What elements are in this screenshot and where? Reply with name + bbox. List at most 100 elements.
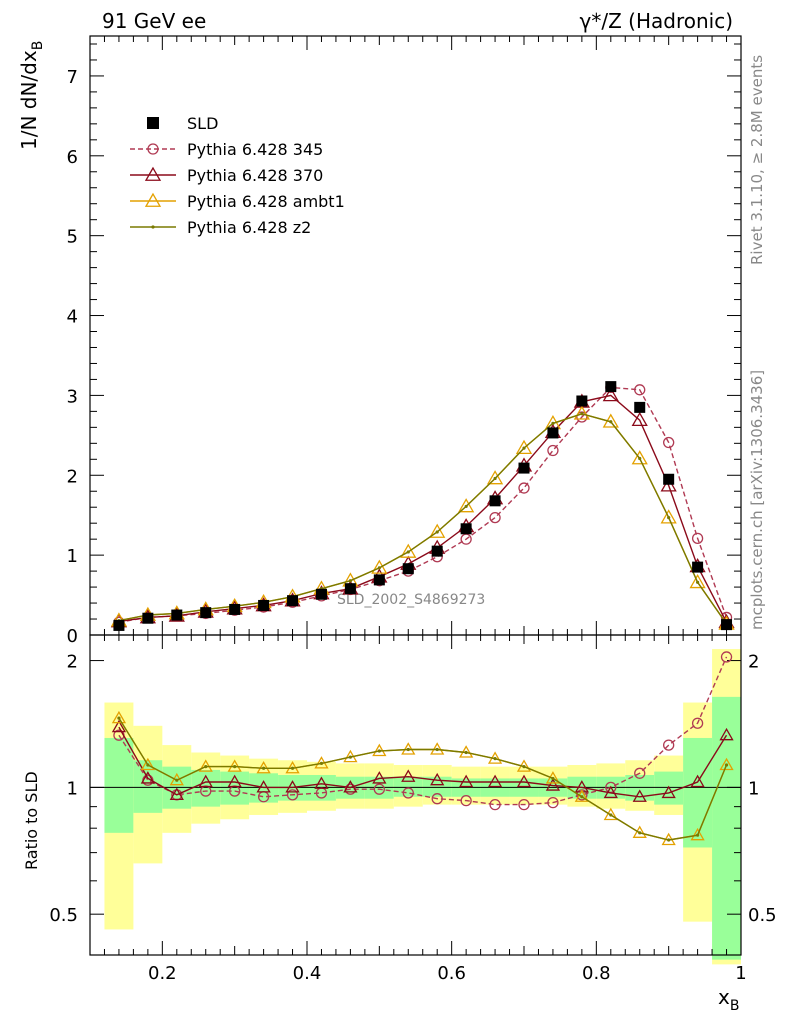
panel-frames	[89, 35, 742, 956]
data-marker	[634, 401, 646, 413]
circle-marker	[720, 651, 733, 663]
legend: SLD Pythia 6.428 345 Pythia 6.428 370 Pythi…	[130, 114, 345, 237]
data-marker	[142, 612, 154, 624]
data-marker	[229, 603, 241, 615]
triangle-marker	[632, 789, 647, 802]
left-title: 91 GeV ee	[102, 9, 206, 33]
x-tick-label: 0.2	[148, 963, 177, 984]
data-marker	[200, 607, 212, 619]
circle-marker	[547, 796, 559, 809]
x-tick-label: 1	[735, 963, 746, 984]
top-panel-ticks: 0 1 2 3 4 5 6 7	[67, 36, 742, 647]
triangle-marker	[285, 780, 300, 793]
ratio-y-tick-label: 2	[748, 652, 759, 673]
analysis-watermark: SLD_2002_S4869273	[337, 592, 485, 608]
data-marker	[692, 561, 704, 573]
ratio-y-tick-label: 2	[67, 652, 78, 673]
data-marker	[460, 523, 472, 535]
data-marker	[171, 609, 183, 621]
triangle-marker	[314, 776, 329, 789]
ratio-y-tick-label: 1	[748, 778, 759, 799]
series-line	[118, 656, 728, 806]
data-marker	[721, 619, 733, 631]
triangle-marker	[458, 498, 475, 513]
triangle-marker	[487, 774, 503, 788]
triangle-marker	[144, 166, 162, 181]
triangle-marker	[400, 543, 417, 558]
triangle-marker	[111, 719, 127, 733]
triangle-marker	[631, 411, 648, 427]
ratio-panel-series	[111, 651, 734, 846]
y-tick-label: 0	[67, 626, 78, 647]
dot-marker	[493, 476, 497, 481]
dot-marker	[464, 504, 468, 509]
triangle-marker	[660, 477, 677, 492]
triangle-marker	[227, 774, 242, 788]
data-marker	[663, 473, 675, 485]
dot-marker	[435, 530, 439, 534]
triangle-marker	[140, 771, 155, 784]
data-marker	[113, 619, 125, 631]
triangle-marker	[631, 450, 648, 465]
circle-marker	[489, 511, 501, 524]
ratio-y-tick-label: 0.5	[49, 905, 78, 926]
uncertainty-bands	[90, 649, 741, 965]
triangle-marker	[661, 785, 676, 799]
dot-marker	[696, 580, 700, 584]
series-line	[118, 726, 728, 798]
x-axis-label-sub: B	[730, 998, 740, 1014]
legend-label: Pythia 6.428 z2	[187, 218, 311, 237]
dot-marker	[290, 766, 295, 770]
circle-marker	[489, 798, 501, 811]
dot-marker	[724, 763, 729, 767]
triangle-marker	[660, 509, 677, 524]
data-marker	[315, 588, 327, 600]
legend-swatch	[147, 117, 159, 129]
data-marker	[605, 381, 617, 393]
top-y-axis-label: 1/N dN/dxB	[17, 41, 46, 150]
triangle-marker	[401, 742, 416, 755]
triangle-marker	[169, 787, 184, 800]
triangle-marker	[603, 807, 618, 821]
legend-label: Pythia 6.428 ambt1	[187, 192, 345, 211]
triangle-marker	[430, 772, 445, 786]
triangle-marker	[111, 710, 127, 724]
triangle-marker	[140, 757, 155, 771]
triangle-marker	[515, 439, 533, 455]
circle-marker	[691, 717, 704, 729]
dot-marker	[551, 421, 555, 425]
triangle-marker	[144, 192, 162, 207]
dot-marker	[262, 766, 266, 770]
y-tick-label: 1	[67, 546, 78, 567]
circle-marker	[518, 482, 530, 494]
triangle-marker	[689, 573, 706, 589]
bottom-y-axis-label: Ratio to SLD	[22, 771, 41, 870]
triangle-marker	[372, 771, 387, 784]
triangle-marker	[198, 759, 213, 772]
dot-marker	[493, 757, 497, 761]
triangle-marker	[632, 825, 647, 838]
inner-band-bin	[422, 776, 452, 797]
dot-marker	[233, 765, 237, 769]
circle-marker	[663, 436, 675, 449]
y-tick-label: 7	[67, 67, 78, 88]
dot-marker	[406, 747, 410, 752]
dot-marker	[348, 579, 352, 583]
x-axis-label: xB	[718, 985, 739, 1014]
circle-marker	[402, 787, 414, 799]
series-line	[118, 394, 728, 623]
circle-marker	[431, 793, 443, 805]
dot-marker	[580, 412, 584, 416]
series-line	[118, 413, 728, 625]
ratio-y-tick-label: 0.5	[748, 905, 777, 926]
dot-marker	[522, 446, 526, 450]
triangle-marker	[690, 827, 705, 841]
series-line	[118, 717, 728, 841]
triangle-marker	[603, 785, 618, 799]
circle-marker	[518, 798, 530, 811]
dot-marker	[667, 515, 671, 520]
triangle-marker	[602, 387, 619, 402]
x-tick-label: 0.6	[437, 963, 466, 984]
dot-marker	[146, 763, 150, 767]
data-marker	[258, 599, 270, 611]
